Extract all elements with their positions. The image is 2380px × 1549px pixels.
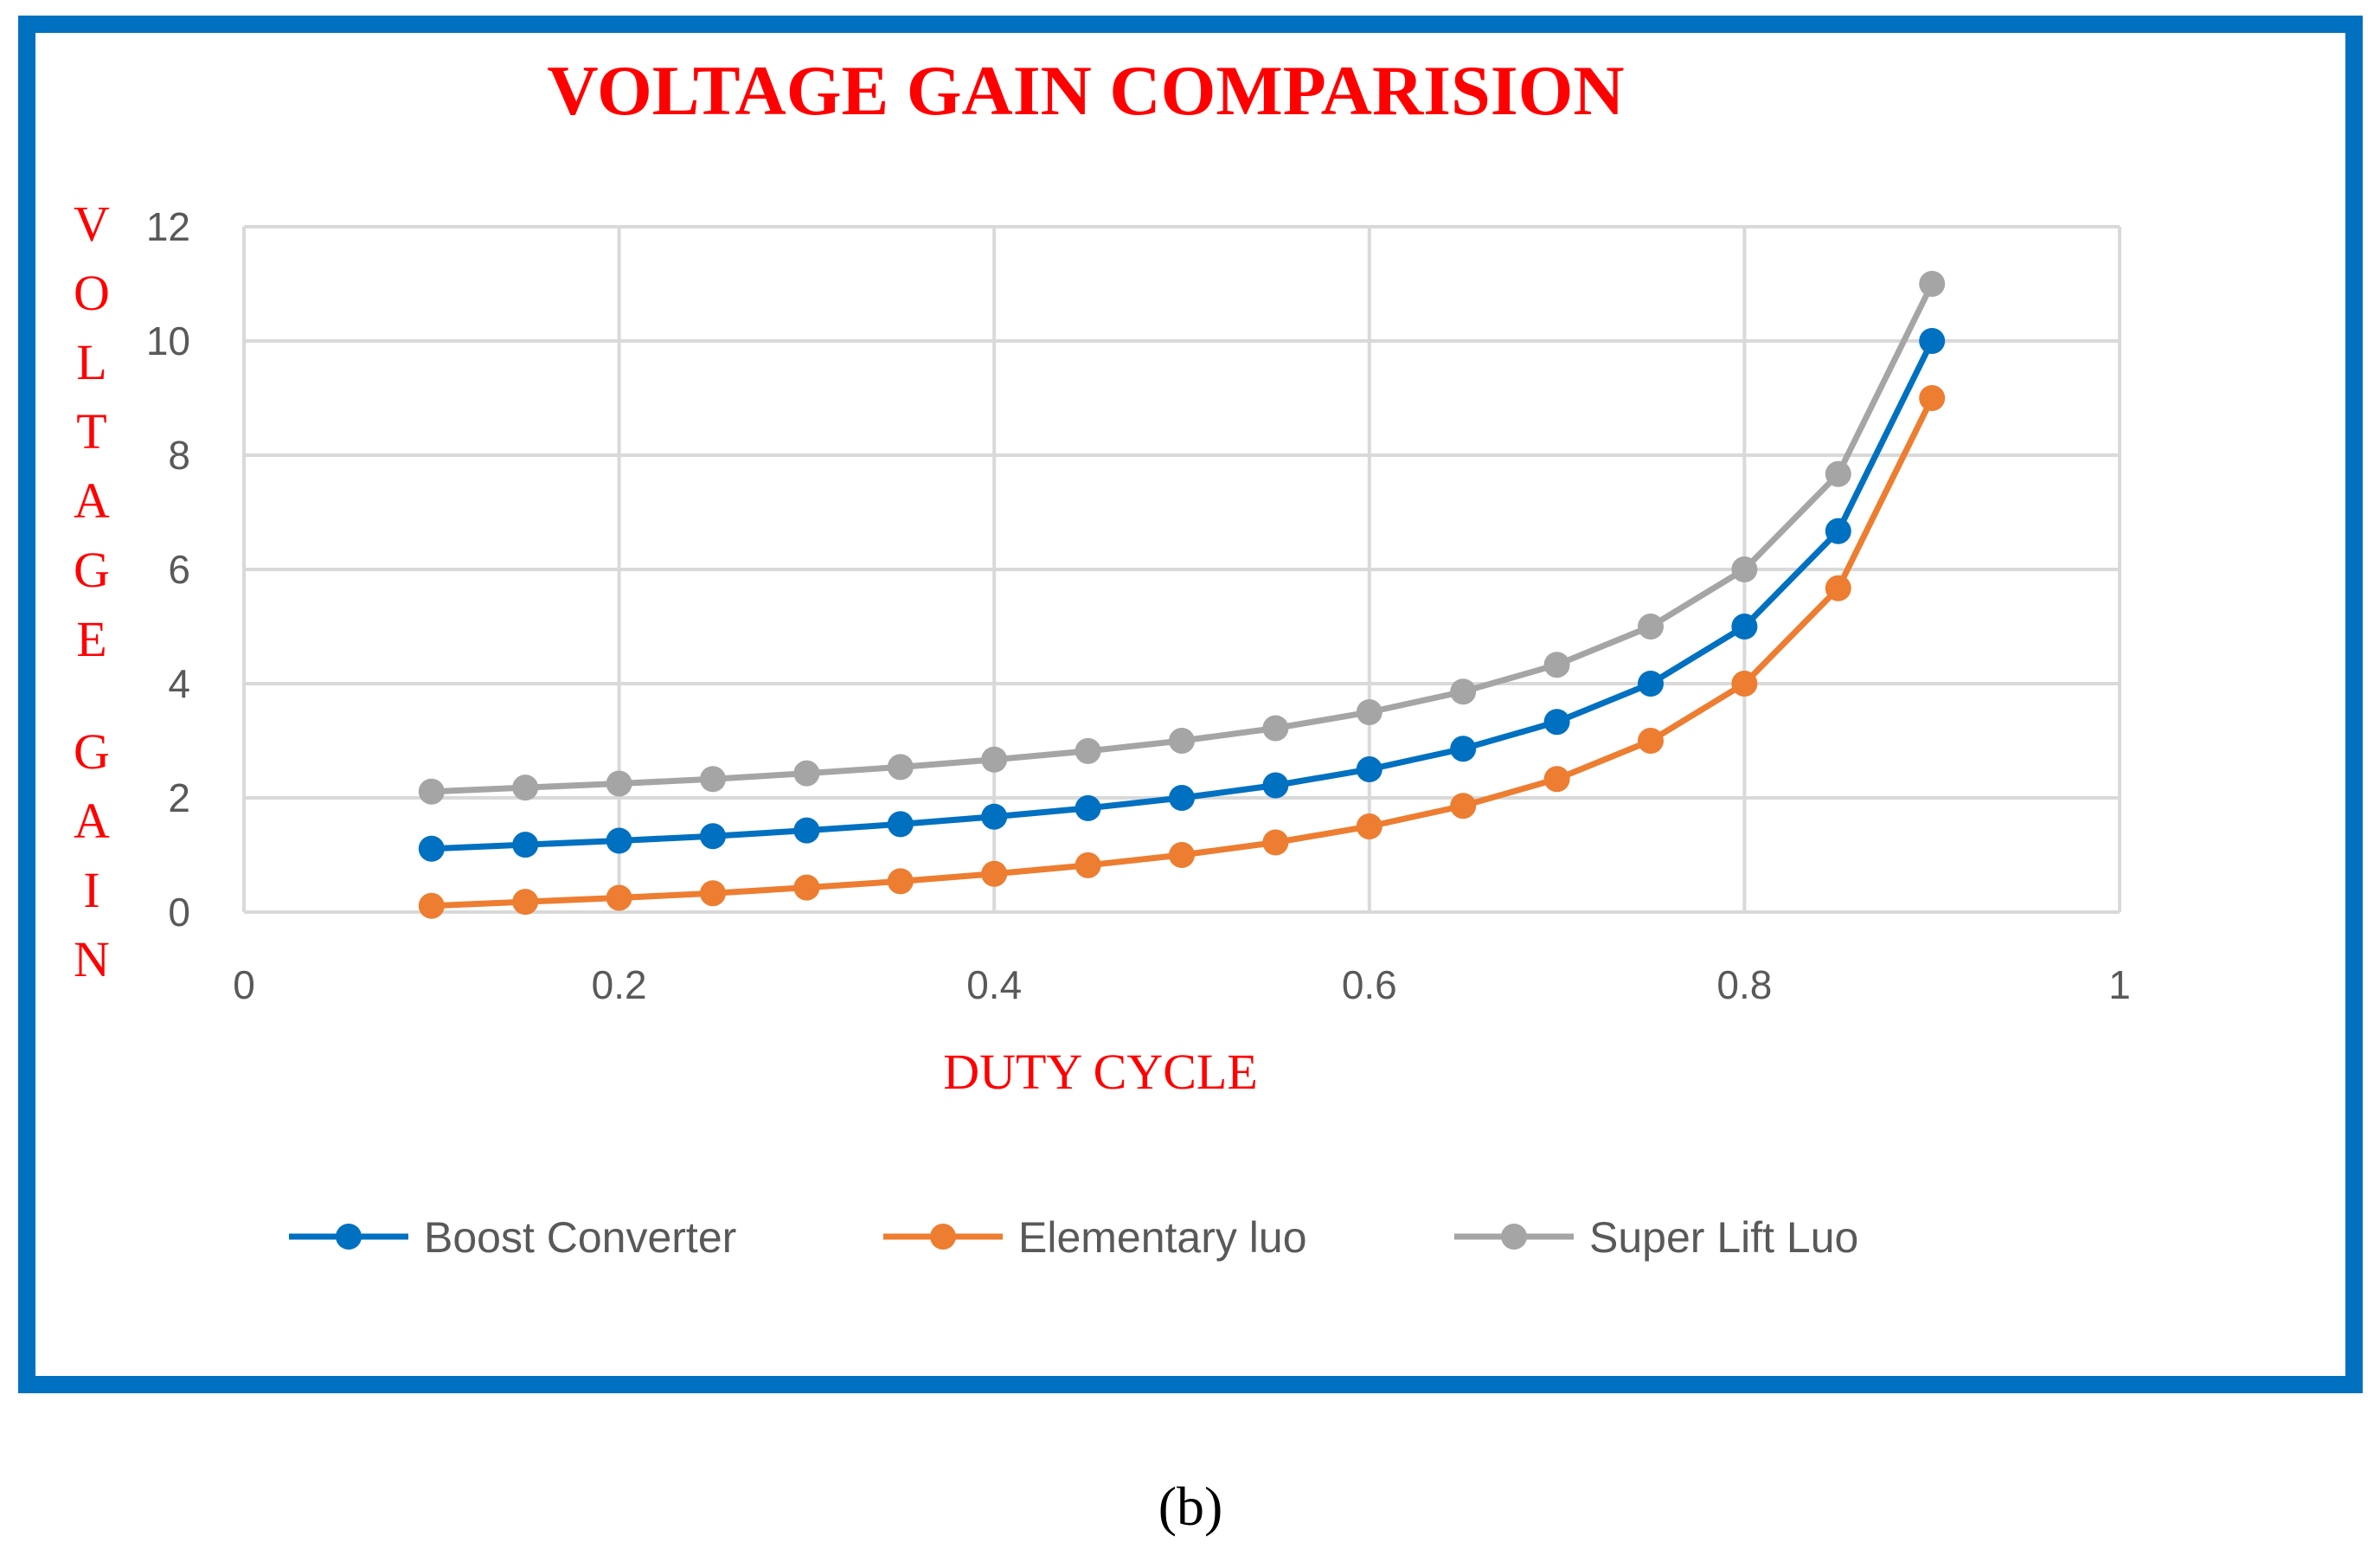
data-point <box>512 832 539 858</box>
data-point <box>793 874 820 901</box>
data-point <box>1919 271 1946 297</box>
data-point <box>1262 829 1289 856</box>
data-point <box>887 811 914 838</box>
data-point <box>793 760 820 787</box>
data-point <box>1638 614 1664 640</box>
data-point <box>1450 736 1477 762</box>
data-point <box>512 889 539 916</box>
data-point <box>1075 794 1101 821</box>
y-label-letter: L <box>76 334 106 390</box>
data-point <box>981 860 1008 887</box>
series-super-lift-luo <box>418 271 1946 805</box>
y-label-letter: N <box>74 931 110 987</box>
data-point <box>1825 460 1851 487</box>
data-point <box>1731 671 1758 697</box>
y-label-letter: V <box>74 196 110 252</box>
y-tick-label: 8 <box>168 433 190 478</box>
legend-label: Boost Converter <box>424 1213 736 1262</box>
data-point <box>1262 772 1289 799</box>
chart-title: VOLTAGE GAIN COMPARISION <box>547 51 1624 130</box>
data-point <box>1356 813 1382 839</box>
data-point <box>1919 385 1946 411</box>
x-tick-label: 0.8 <box>1716 962 1772 1007</box>
data-point <box>1638 728 1664 754</box>
data-point <box>1543 709 1570 736</box>
data-point <box>1731 556 1758 582</box>
data-point <box>606 827 632 854</box>
data-point <box>1731 614 1758 640</box>
y-label-letter: A <box>74 472 110 529</box>
data-point <box>1169 785 1195 811</box>
x-axis-label: DUTY CYCLE <box>943 1044 1258 1100</box>
x-tick-label: 0.2 <box>592 962 647 1007</box>
data-point <box>1356 699 1382 725</box>
data-point <box>1450 793 1477 819</box>
legend-marker-icon <box>336 1224 362 1250</box>
legend-marker-icon <box>930 1224 956 1250</box>
y-tick-label: 10 <box>146 318 190 363</box>
x-tick-label: 0 <box>233 962 255 1007</box>
y-label-letter: T <box>76 403 106 460</box>
y-label-letter: E <box>76 611 106 667</box>
y-label-letter: G <box>74 542 110 598</box>
data-point <box>981 746 1008 773</box>
legend-item: Boost Converter <box>289 1213 736 1262</box>
data-point <box>1543 766 1570 793</box>
y-ticks: 0 2 4 6 8 10 12 <box>146 204 190 935</box>
data-point <box>1169 842 1195 868</box>
figure-caption: (b) <box>1158 1475 1223 1537</box>
data-point <box>700 766 726 793</box>
data-point <box>1169 728 1195 754</box>
x-tick-label: 0.4 <box>966 962 1022 1007</box>
data-point <box>793 817 820 844</box>
y-tick-label: 4 <box>168 661 190 706</box>
data-point <box>1919 328 1946 354</box>
legend-item: Elementary luo <box>883 1213 1307 1262</box>
data-point <box>606 770 632 797</box>
data-point <box>1638 671 1664 697</box>
legend-item: Super Lift Luo <box>1454 1213 1858 1262</box>
data-point <box>700 880 726 907</box>
data-point <box>1356 756 1382 782</box>
x-tick-label: 1 <box>2108 962 2131 1007</box>
data-point <box>606 884 632 911</box>
y-tick-label: 12 <box>146 204 190 249</box>
data-point <box>1075 852 1101 878</box>
data-point <box>1262 715 1289 742</box>
data-point <box>887 868 914 895</box>
y-label-letter: O <box>74 265 110 321</box>
y-tick-label: 2 <box>168 775 190 820</box>
legend-label: Super Lift Luo <box>1589 1213 1858 1262</box>
data-point <box>887 754 914 781</box>
data-point <box>418 778 445 805</box>
data-point <box>1543 652 1570 678</box>
series-elementary-luo <box>418 385 1946 919</box>
legend-label: Elementary luo <box>1018 1213 1307 1262</box>
legend-marker-icon <box>1501 1224 1527 1250</box>
data-point <box>981 803 1008 830</box>
y-label-letter: A <box>74 793 110 849</box>
data-point <box>700 823 726 850</box>
data-point <box>1450 678 1477 705</box>
series-group <box>418 271 1946 919</box>
data-point <box>418 835 445 862</box>
series-boost-converter <box>418 328 1946 862</box>
chart-frame <box>18 16 2363 1393</box>
x-tick-label: 0.6 <box>1342 962 1397 1007</box>
y-tick-label: 6 <box>168 547 190 592</box>
x-ticks: 0 0.2 0.4 0.6 0.8 1 <box>233 962 2131 1007</box>
data-point <box>1825 517 1851 544</box>
data-point <box>418 892 445 919</box>
data-point <box>1075 737 1101 764</box>
legend: Boost Converter Elementary luo Super Lift … <box>289 1213 1858 1262</box>
grid <box>242 225 2121 914</box>
data-point <box>512 774 539 801</box>
y-label-letter: G <box>74 723 110 780</box>
y-label-letter: I <box>83 862 99 918</box>
y-tick-label: 0 <box>168 890 190 935</box>
data-point <box>1825 575 1851 601</box>
